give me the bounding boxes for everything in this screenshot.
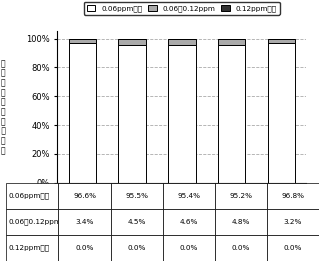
Bar [168, 39, 196, 45]
Bar [218, 39, 245, 45]
Bar [218, 45, 245, 183]
Bar [69, 39, 96, 43]
Legend: 0.06ppm以下, 0.06～0.12ppm, 0.12ppm以上: 0.06ppm以下, 0.06～0.12ppm, 0.12ppm以上 [84, 2, 280, 15]
Bar [268, 43, 295, 183]
Bar [268, 39, 295, 43]
Bar [69, 43, 96, 183]
Bar [118, 39, 146, 45]
Bar [168, 45, 196, 183]
Y-axis label: 濃
度
別
測
定
時
間
 の
割
合: 濃 度 別 測 定 時 間 の 割 合 [0, 59, 6, 155]
Bar [118, 45, 146, 183]
